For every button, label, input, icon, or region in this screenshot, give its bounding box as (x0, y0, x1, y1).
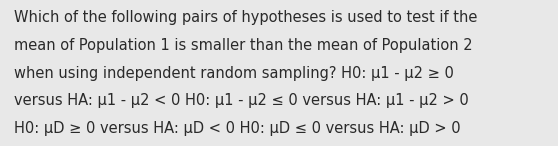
Text: versus HA: μ1 - μ2 < 0 H0: μ1 - μ2 ≤ 0 versus HA: μ1 - μ2 > 0: versus HA: μ1 - μ2 < 0 H0: μ1 - μ2 ≤ 0 v… (14, 93, 469, 108)
Text: mean of Population 1 is smaller than the mean of Population 2: mean of Population 1 is smaller than the… (14, 38, 473, 53)
Text: when using independent random sampling? H0: μ1 - μ2 ≥ 0: when using independent random sampling? … (14, 66, 454, 81)
Text: H0: μD ≥ 0 versus HA: μD < 0 H0: μD ≤ 0 versus HA: μD > 0: H0: μD ≥ 0 versus HA: μD < 0 H0: μD ≤ 0 … (14, 121, 460, 136)
Text: Which of the following pairs of hypotheses is used to test if the: Which of the following pairs of hypothes… (14, 10, 477, 25)
